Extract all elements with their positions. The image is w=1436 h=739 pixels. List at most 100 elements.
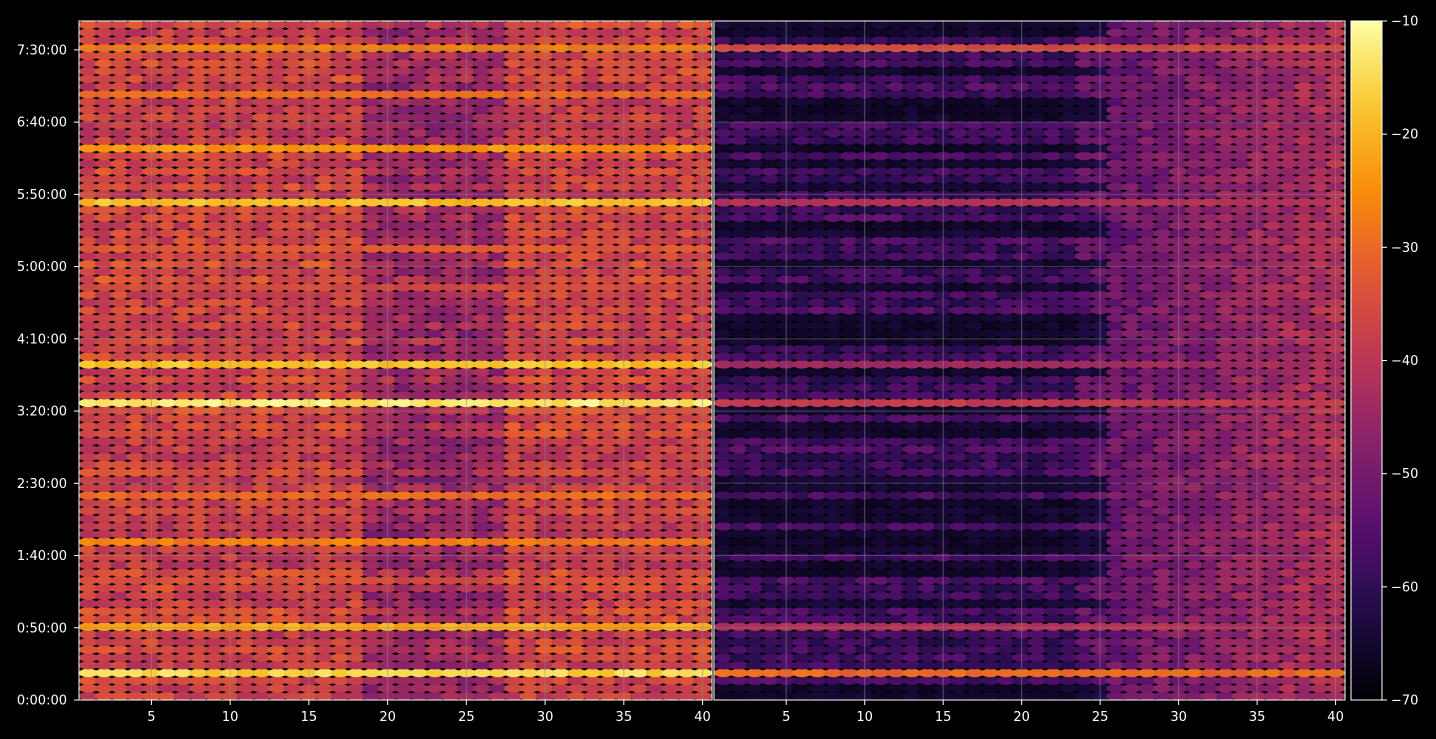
heatmap-cell: [78, 437, 98, 446]
heatmap-cell: [598, 190, 618, 199]
heatmap-cell: [488, 144, 508, 153]
heatmap-cell: [393, 537, 413, 547]
heatmap-cell: [283, 591, 303, 601]
heatmap-cell: [409, 398, 429, 408]
heatmap-cell: [157, 151, 177, 161]
heatmap-cell: [598, 329, 618, 338]
heatmap-cell: [661, 244, 681, 253]
heatmap-cell: [551, 367, 571, 377]
heatmap-cell: [409, 545, 429, 554]
heatmap-cell: [330, 522, 350, 531]
heatmap-cell: [630, 661, 650, 670]
heatmap-cell: [126, 545, 146, 554]
heatmap-cell: [330, 221, 350, 230]
heatmap-cell: [472, 684, 492, 693]
heatmap-cell: [173, 444, 193, 454]
heatmap-cell: [94, 190, 114, 199]
heatmap-cell: [346, 252, 366, 261]
heatmap-cell: [189, 313, 209, 323]
heatmap-cell: [425, 460, 445, 469]
heatmap-cell: [645, 360, 665, 369]
heatmap-cell: [393, 228, 413, 238]
heatmap-cell: [393, 213, 413, 223]
heatmap-cell: [126, 560, 146, 570]
heatmap-cell: [173, 267, 193, 277]
heatmap-cell: [598, 159, 618, 168]
heatmap-cell: [236, 444, 256, 454]
heatmap-cell: [472, 390, 492, 400]
heatmap-cell: [661, 329, 681, 338]
heatmap-cell: [173, 522, 193, 531]
heatmap-cell: [393, 645, 413, 655]
heatmap-cell: [126, 321, 146, 331]
heatmap-cell: [519, 607, 539, 616]
heatmap-cell: [393, 313, 413, 323]
heatmap-cell: [425, 437, 445, 446]
heatmap-cell: [267, 136, 287, 145]
heatmap-cell: [393, 390, 413, 400]
heatmap-cell: [110, 637, 130, 647]
heatmap-cell: [567, 460, 587, 469]
heatmap-cell: [519, 414, 539, 423]
heatmap-cell: [661, 622, 681, 631]
heatmap-cell: [441, 144, 461, 153]
heatmap-cell: [393, 576, 413, 585]
heatmap-cell: [472, 483, 492, 493]
heatmap-cell: [519, 259, 539, 269]
heatmap-cell: [78, 213, 98, 223]
heatmap-cell: [582, 568, 602, 577]
heatmap-cell: [189, 151, 209, 161]
heatmap-cell: [78, 252, 98, 261]
heatmap-cell: [78, 414, 98, 423]
heatmap-cell: [441, 367, 461, 377]
heatmap-cell: [504, 159, 524, 168]
heatmap-cell: [204, 228, 224, 238]
heatmap-cell: [362, 661, 382, 670]
heatmap-cell: [110, 136, 130, 145]
heatmap-cell: [677, 444, 697, 454]
heatmap-cell: [362, 637, 382, 647]
heatmap-cell: [582, 352, 602, 361]
heatmap-cell: [346, 622, 366, 631]
heatmap-cell: [346, 630, 366, 639]
heatmap-cell: [157, 182, 177, 192]
heatmap-cell: [409, 591, 429, 601]
heatmap-cell: [283, 506, 303, 516]
heatmap-cell: [598, 614, 618, 624]
heatmap-cell: [661, 267, 681, 277]
heatmap-cell: [315, 645, 335, 655]
heatmap-cell: [582, 182, 602, 192]
heatmap-cell: [488, 151, 508, 161]
heatmap-cell: [598, 545, 618, 554]
heatmap-cell: [567, 614, 587, 624]
heatmap-cell: [425, 691, 445, 701]
heatmap-cell: [472, 267, 492, 277]
heatmap-cell: [425, 607, 445, 616]
heatmap-cell: [677, 514, 697, 523]
heatmap-cell: [362, 684, 382, 693]
heatmap-cell: [346, 167, 366, 176]
heatmap-cell: [94, 553, 114, 562]
heatmap-cell: [519, 205, 539, 215]
heatmap-cell: [598, 252, 618, 261]
heatmap-cell: [110, 691, 130, 701]
heatmap-cell: [488, 306, 508, 315]
heatmap-cell: [661, 360, 681, 369]
heatmap-cell: [346, 576, 366, 585]
heatmap-cell: [598, 313, 618, 323]
heatmap-cell: [252, 306, 272, 315]
heatmap-cell: [488, 661, 508, 670]
heatmap-cell: [315, 691, 335, 701]
heatmap-cell: [236, 236, 256, 246]
heatmap-cell: [519, 321, 539, 331]
heatmap-cell: [346, 213, 366, 223]
heatmap-cell: [189, 514, 209, 523]
heatmap-cell: [252, 553, 272, 562]
heatmap-cell: [661, 545, 681, 554]
heatmap-cell: [189, 553, 209, 562]
heatmap-cell: [425, 475, 445, 485]
heatmap-cell: [551, 275, 571, 284]
heatmap-cell: [157, 267, 177, 277]
heatmap-cell: [330, 506, 350, 516]
heatmap-cell: [582, 151, 602, 161]
